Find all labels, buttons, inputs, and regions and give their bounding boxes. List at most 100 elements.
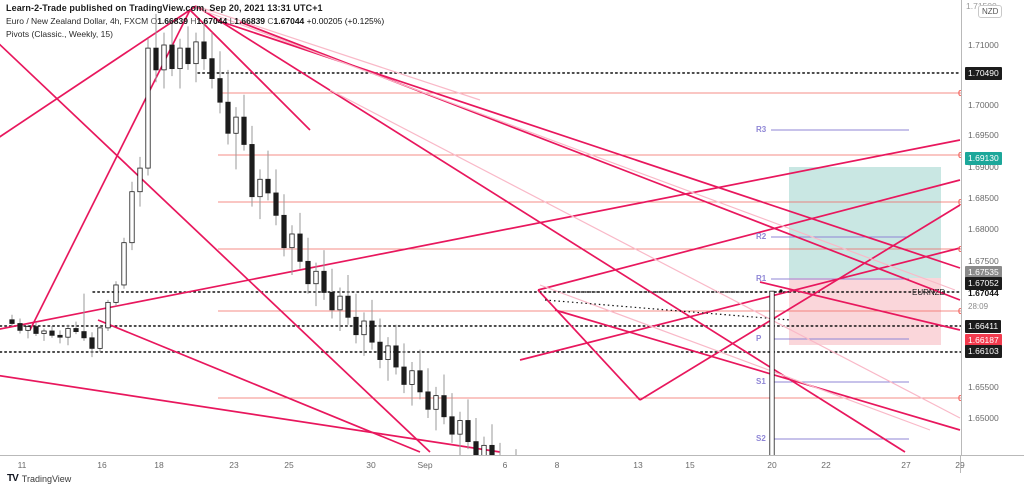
legend-symbol[interactable]: Euro / New Zealand Dollar, 4h, FXCM <box>6 16 149 26</box>
candle-body[interactable] <box>393 345 399 368</box>
candle-body[interactable] <box>185 47 191 65</box>
candle-body[interactable] <box>769 290 775 455</box>
candle-body[interactable] <box>153 47 159 71</box>
candle-body[interactable] <box>97 327 103 349</box>
candle-body[interactable] <box>17 323 23 331</box>
trendline-light-0[interactable] <box>195 5 481 101</box>
chart-plot-area[interactable] <box>0 0 961 455</box>
price-badge: 1.67052 <box>965 277 1002 290</box>
pivot-label-r1: R1 <box>756 274 767 283</box>
candle-body[interactable] <box>89 337 95 349</box>
candle-body[interactable] <box>481 444 487 455</box>
trendline-14[interactable] <box>97 319 421 453</box>
candle-body[interactable] <box>473 441 479 455</box>
candle-body[interactable] <box>217 78 223 103</box>
trendline-0[interactable] <box>0 5 197 140</box>
candle-body[interactable] <box>449 416 455 435</box>
price-tick: 1.65500 <box>968 382 999 392</box>
low-value: 1.66839 <box>234 16 266 26</box>
candle-body[interactable] <box>441 395 447 418</box>
candle-body[interactable] <box>361 320 367 336</box>
candle-body[interactable] <box>57 334 63 338</box>
candle-body[interactable] <box>297 233 303 262</box>
candle-body[interactable] <box>401 366 407 385</box>
candle-body[interactable] <box>137 167 143 193</box>
indicator-name[interactable]: Pivots (Classic., Weekly, 15) <box>6 29 113 39</box>
candle-body[interactable] <box>33 326 39 334</box>
candle-body[interactable] <box>321 270 327 293</box>
candle-body[interactable] <box>425 391 431 410</box>
legend-indicator-row[interactable]: Pivots (Classic., Weekly, 15) <box>6 29 384 39</box>
price-scale[interactable]: 1.71500 NZD 1.710001.700001.695001.69000… <box>961 0 1024 455</box>
candle-body[interactable] <box>489 444 495 455</box>
candle-body[interactable] <box>105 301 111 329</box>
trendline-light-1[interactable] <box>329 89 961 419</box>
candle-body[interactable] <box>177 47 183 70</box>
trendline-2[interactable] <box>189 9 311 131</box>
current-price-label: 1.67044 <box>968 288 999 298</box>
candle-body[interactable] <box>193 41 199 65</box>
time-scale[interactable]: 111618232530Sep68131520222729 <box>0 455 1024 474</box>
candle-body[interactable] <box>73 328 79 332</box>
candle-body[interactable] <box>129 191 135 244</box>
chart-canvas[interactable] <box>0 0 961 455</box>
candle-body[interactable] <box>201 41 207 60</box>
candle-body[interactable] <box>457 420 463 435</box>
candle-body[interactable] <box>289 233 295 249</box>
candle-body[interactable] <box>41 330 47 334</box>
low-label: L <box>229 16 235 26</box>
candle-body[interactable] <box>305 260 311 285</box>
candle-body[interactable] <box>345 295 351 318</box>
high-value: 1.67044 <box>196 16 228 26</box>
trendline-light-2[interactable] <box>539 284 931 431</box>
candle-body[interactable] <box>65 328 71 338</box>
candle-body[interactable] <box>241 116 247 145</box>
legend-symbol-row[interactable]: Euro / New Zealand Dollar, 4h, FXCM O1.6… <box>6 16 384 26</box>
candle-body[interactable] <box>233 116 239 134</box>
candle-body[interactable] <box>369 320 375 343</box>
change-value: +0.00205 (+0.125%) <box>306 16 385 26</box>
trendline-6[interactable] <box>0 139 961 330</box>
candle-body[interactable] <box>409 370 415 385</box>
candle-body[interactable] <box>273 192 279 216</box>
trendline-7[interactable] <box>537 179 961 291</box>
candle-body[interactable] <box>113 284 119 303</box>
price-tick: 1.67500 <box>968 256 999 266</box>
candle-body[interactable] <box>337 295 343 311</box>
candle-body[interactable] <box>353 316 359 336</box>
candle-body[interactable] <box>9 319 15 324</box>
candle-body[interactable] <box>249 144 255 198</box>
candle-body[interactable] <box>281 214 287 249</box>
candle-body[interactable] <box>313 270 319 285</box>
chart-legend[interactable]: Euro / New Zealand Dollar, 4h, FXCM O1.6… <box>6 16 384 39</box>
candle-body[interactable] <box>257 178 263 198</box>
candle-body[interactable] <box>329 292 335 311</box>
candle-body[interactable] <box>433 395 439 410</box>
trendline-8[interactable] <box>537 289 641 401</box>
candle-body[interactable] <box>161 44 167 71</box>
candle-body[interactable] <box>465 420 471 443</box>
candle-body[interactable] <box>225 101 231 134</box>
currency-chip[interactable]: NZD <box>978 5 1003 18</box>
candle-body[interactable] <box>377 341 383 360</box>
trendline-12[interactable] <box>554 309 961 431</box>
time-tick: 18 <box>154 460 164 470</box>
trendline-9[interactable] <box>639 204 961 401</box>
candle-body[interactable] <box>81 331 87 339</box>
trendline-light-3[interactable] <box>195 7 956 291</box>
trendline-3[interactable] <box>195 5 906 453</box>
candle-body[interactable] <box>265 178 271 194</box>
trendline-15[interactable] <box>759 281 961 331</box>
candle-body[interactable] <box>169 44 175 70</box>
candle-body[interactable] <box>145 47 151 169</box>
candle-body[interactable] <box>49 330 55 336</box>
trendline-10[interactable] <box>0 374 501 453</box>
candle-body[interactable] <box>385 345 391 360</box>
candle-body[interactable] <box>121 242 127 286</box>
candle-body[interactable] <box>209 58 215 79</box>
candle-body[interactable] <box>25 326 31 331</box>
tradingview-logo[interactable]: TV TradingView <box>7 473 71 484</box>
trendline-5[interactable] <box>0 40 431 453</box>
candle-body[interactable] <box>417 370 423 393</box>
